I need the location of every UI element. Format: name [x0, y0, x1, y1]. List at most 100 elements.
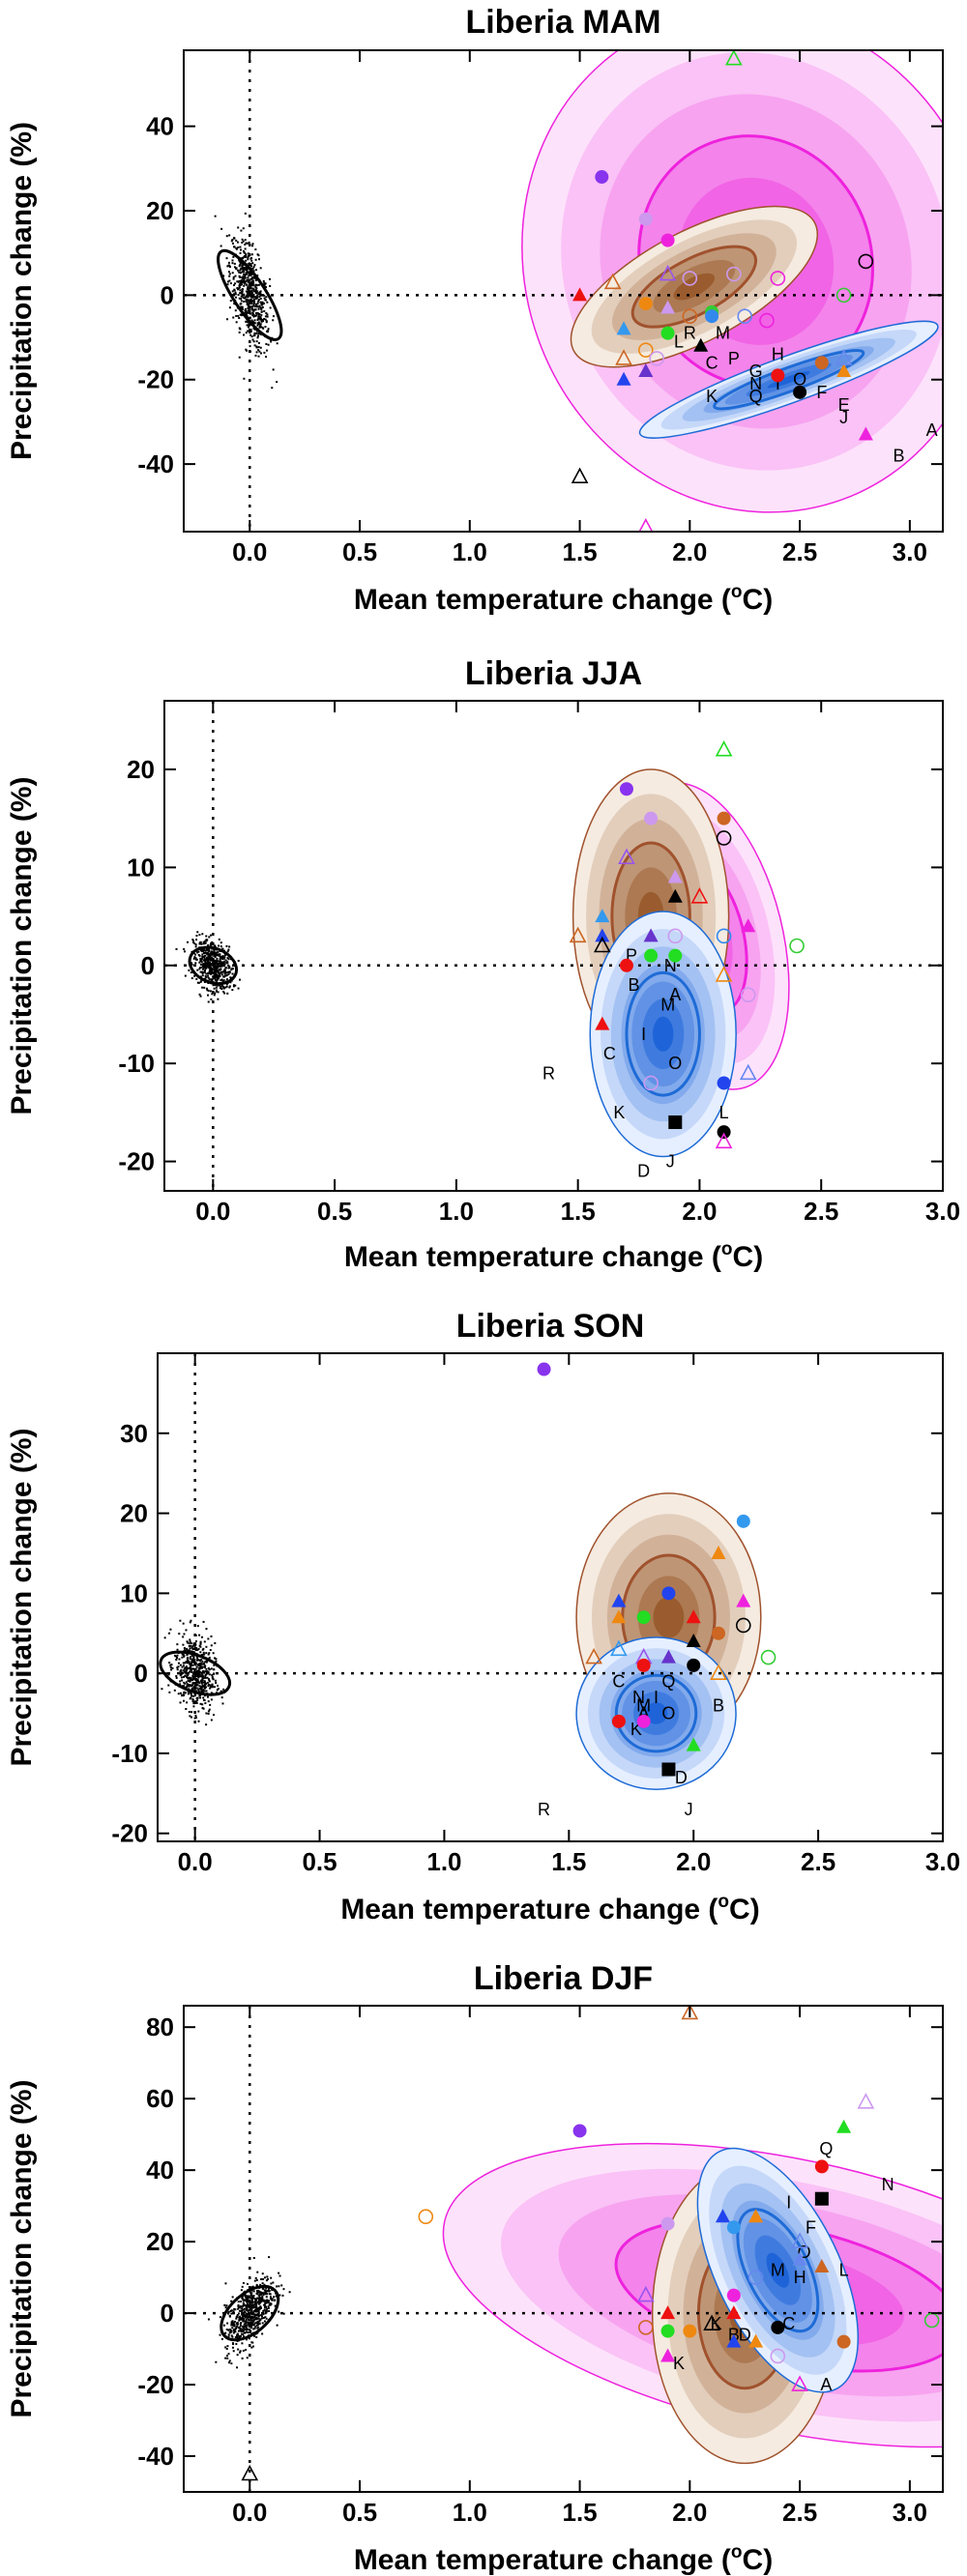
cloud-point [195, 1716, 198, 1719]
cloud-point [193, 1693, 196, 1696]
cloud-point [198, 1687, 201, 1690]
control-cloud [159, 1619, 232, 1726]
x-tick-label: 3.0 [925, 1197, 960, 1226]
marker-circle [687, 1658, 701, 1672]
cloud-point [186, 1640, 189, 1643]
cloud-point [242, 2320, 245, 2323]
cloud-point [206, 1676, 209, 1679]
marker-circle [683, 2324, 697, 2338]
cloud-point [210, 978, 213, 981]
cloud-point [247, 307, 249, 310]
cloud-point [189, 1621, 191, 1624]
cloud-point [260, 310, 263, 313]
cloud-point [190, 962, 192, 965]
model-letter: D [637, 1162, 650, 1181]
cloud-point [250, 335, 253, 338]
cloud-point [257, 346, 260, 349]
cloud-point [217, 964, 220, 967]
cloud-point [192, 957, 195, 960]
cloud-point [244, 266, 247, 269]
cloud-point [208, 1708, 211, 1711]
cloud-point [182, 1662, 185, 1664]
cloud-point [187, 1641, 190, 1644]
cloud-point [207, 2318, 210, 2321]
cloud-point [248, 304, 250, 307]
cloud-point [249, 308, 251, 311]
cloud-point [186, 1683, 189, 1686]
cloud-point [239, 289, 242, 292]
cloud-point [240, 2322, 243, 2325]
cloud-point [251, 2301, 254, 2303]
cloud-point [250, 2299, 253, 2301]
cloud-point [259, 2314, 262, 2317]
cloud-point [244, 2311, 247, 2314]
marker-circle [682, 271, 698, 286]
cloud-point [256, 2314, 259, 2317]
cloud-point [205, 967, 208, 970]
cloud-point [245, 2314, 248, 2317]
cloud-point [205, 1712, 208, 1715]
cloud-point [267, 343, 270, 346]
cloud-point [202, 1688, 205, 1691]
marker-triangle [814, 2258, 830, 2272]
cloud-point [228, 275, 231, 277]
cloud-point [232, 2350, 235, 2353]
cloud-point [191, 1682, 194, 1685]
cloud-point [229, 300, 232, 303]
cloud-point [262, 327, 265, 330]
cloud-point [269, 306, 272, 309]
cloud-point [204, 960, 207, 963]
cloud-point [245, 259, 248, 262]
cloud-point [188, 1662, 190, 1664]
cloud-point [210, 1644, 213, 1647]
cloud-point [239, 2315, 242, 2318]
cloud-point [257, 317, 260, 320]
cloud-point [256, 2293, 259, 2296]
cloud-point [194, 1643, 197, 1646]
cloud-point [216, 957, 219, 960]
cloud-point [205, 935, 208, 938]
cloud-point [246, 278, 249, 281]
cloud-point [215, 980, 218, 983]
cloud-point [249, 296, 252, 299]
cloud-point [237, 2301, 240, 2303]
cloud-point [207, 1700, 210, 1703]
cloud-point [200, 1666, 203, 1669]
cloud-point [190, 977, 193, 980]
plot-frame [183, 2005, 944, 2493]
cloud-point [182, 1664, 185, 1667]
cloud-point [206, 962, 209, 965]
cloud-point [268, 2293, 271, 2296]
cloud-point [239, 2325, 242, 2328]
cloud-point [227, 970, 230, 973]
cloud-point [239, 292, 242, 295]
cloud-point [257, 2311, 260, 2314]
cloud-ellipse [188, 945, 238, 986]
cloud-point [254, 2305, 257, 2308]
ellipse-blue [696, 2147, 860, 2393]
cloud-point [190, 1650, 192, 1653]
cloud-point [198, 934, 201, 937]
cloud-point [250, 253, 253, 256]
y-tick-label: 10 [120, 1578, 148, 1607]
cloud-point [250, 267, 253, 270]
cloud-point [276, 2285, 278, 2288]
cloud-point [253, 2315, 256, 2318]
cloud-point [246, 2282, 249, 2285]
cloud-point [249, 2286, 252, 2289]
cloud-point [228, 2314, 231, 2317]
cloud-point [196, 969, 199, 971]
cloud-point [211, 978, 214, 981]
cloud-point [167, 1673, 170, 1676]
cloud-point [200, 1635, 203, 1638]
x-axis-label: Mean temperature change (oC) [344, 1239, 763, 1273]
cloud-point [241, 2285, 244, 2288]
cloud-point [190, 1659, 193, 1662]
cloud-point [213, 954, 216, 957]
cloud-point [215, 979, 218, 982]
cloud-point [253, 2298, 256, 2301]
cloud-point [177, 1693, 180, 1695]
cloud-point [199, 963, 202, 966]
cloud-point [206, 1695, 209, 1698]
cloud-point [242, 2299, 245, 2301]
